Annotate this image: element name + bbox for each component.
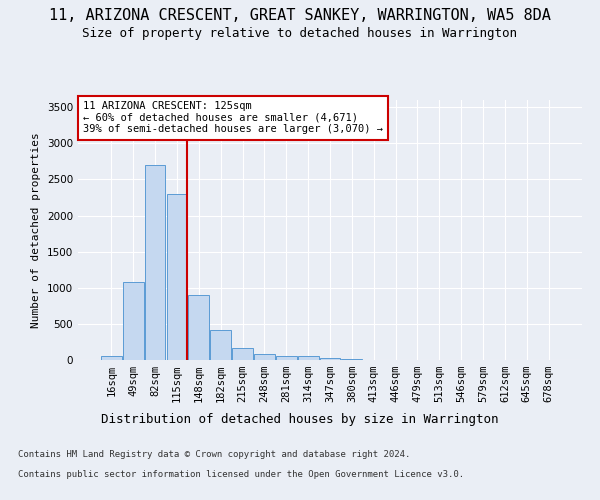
Text: Size of property relative to detached houses in Warrington: Size of property relative to detached ho… [83, 28, 517, 40]
Bar [320, 358, 340, 360]
Bar [298, 356, 319, 360]
Y-axis label: Number of detached properties: Number of detached properties [31, 132, 41, 328]
Text: Contains HM Land Registry data © Crown copyright and database right 2024.: Contains HM Land Registry data © Crown c… [18, 450, 410, 459]
Text: Contains public sector information licensed under the Open Government Licence v3: Contains public sector information licen… [18, 470, 464, 479]
Bar [188, 295, 209, 360]
Bar [232, 348, 253, 360]
Text: Distribution of detached houses by size in Warrington: Distribution of detached houses by size … [101, 412, 499, 426]
Text: 11 ARIZONA CRESCENT: 125sqm
← 60% of detached houses are smaller (4,671)
39% of : 11 ARIZONA CRESCENT: 125sqm ← 60% of det… [83, 102, 383, 134]
Bar [145, 165, 166, 360]
Bar [101, 356, 122, 360]
Bar [210, 330, 231, 360]
Bar [254, 354, 275, 360]
Bar [167, 194, 187, 360]
Bar [123, 282, 143, 360]
Bar [276, 356, 296, 360]
Text: 11, ARIZONA CRESCENT, GREAT SANKEY, WARRINGTON, WA5 8DA: 11, ARIZONA CRESCENT, GREAT SANKEY, WARR… [49, 8, 551, 22]
